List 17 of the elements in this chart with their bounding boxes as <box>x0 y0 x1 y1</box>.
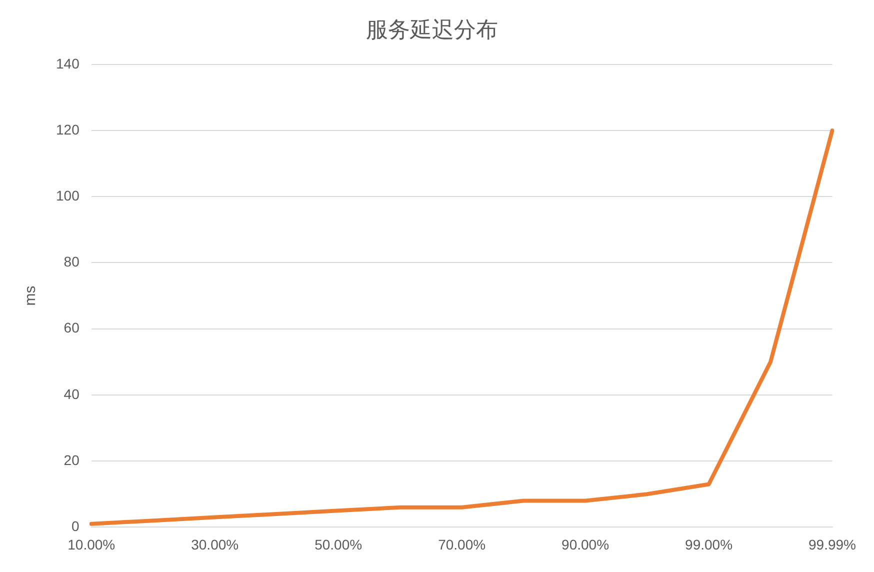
y-tick-label: 60 <box>64 320 80 336</box>
y-tick-label: 120 <box>56 121 80 138</box>
y-tick-label: 100 <box>56 187 80 204</box>
x-tick-label: 10.00% <box>68 536 116 552</box>
y-tick-label: 20 <box>64 452 80 468</box>
x-tick-label: 99.00% <box>685 536 733 552</box>
y-tick-label: 0 <box>72 518 80 534</box>
y-tick-label: 80 <box>64 254 80 270</box>
y-tick-label: 40 <box>64 386 80 402</box>
y-axis-title: ms <box>22 286 40 306</box>
x-tick-label: 50.00% <box>314 536 362 552</box>
x-tick-label: 99.99% <box>808 536 856 552</box>
y-tick-label: 140 <box>56 55 80 72</box>
x-tick-label: 90.00% <box>562 536 610 552</box>
chart-title: 服务延迟分布 <box>366 18 498 43</box>
x-tick-label: 70.00% <box>438 536 486 552</box>
x-tick-label: 30.00% <box>191 536 239 552</box>
